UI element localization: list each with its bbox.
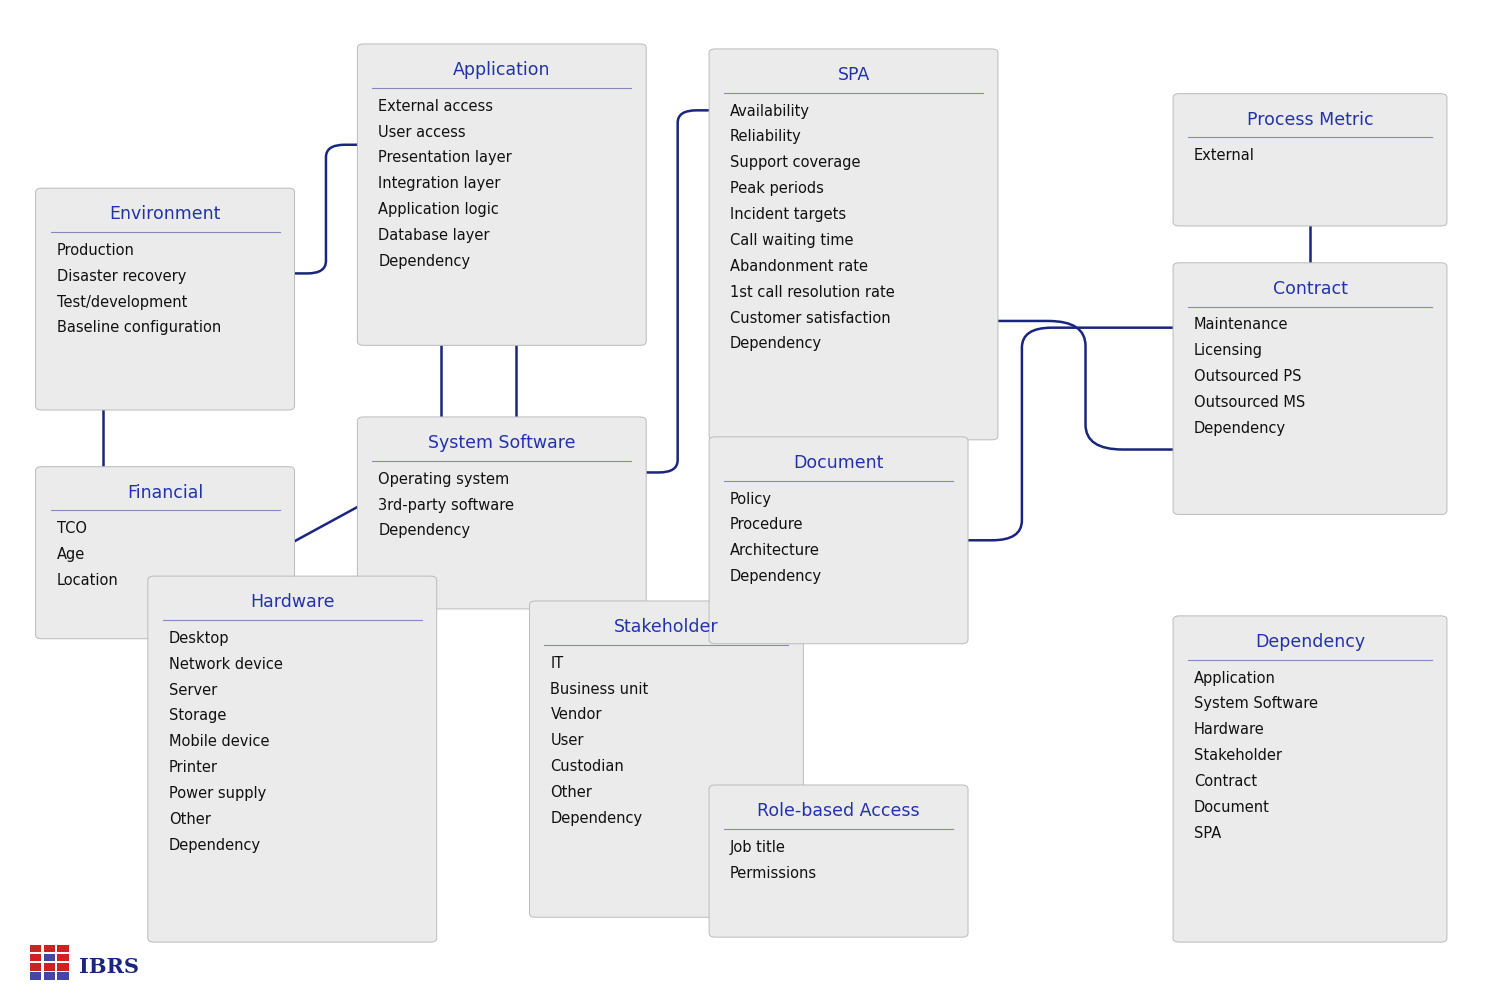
Text: Outsourced PS: Outsourced PS: [1193, 369, 1302, 384]
Text: Document: Document: [793, 453, 883, 471]
FancyBboxPatch shape: [357, 418, 646, 609]
Bar: [30, 963, 41, 971]
Text: IBRS: IBRS: [78, 956, 138, 976]
Text: Desktop: Desktop: [169, 630, 229, 645]
Text: Application logic: Application logic: [378, 202, 500, 216]
Text: Dependency: Dependency: [169, 837, 260, 852]
Text: Contract: Contract: [1273, 280, 1347, 298]
FancyBboxPatch shape: [709, 438, 968, 644]
Text: Printer: Printer: [169, 760, 218, 775]
Text: Application: Application: [453, 61, 551, 79]
Text: Stakeholder: Stakeholder: [614, 617, 719, 635]
Text: Call waiting time: Call waiting time: [730, 232, 853, 247]
Text: Licensing: Licensing: [1193, 343, 1263, 358]
FancyBboxPatch shape: [357, 45, 646, 346]
Bar: [44, 945, 54, 952]
Bar: [57, 973, 69, 980]
Text: Mobile device: Mobile device: [169, 733, 269, 748]
Text: Operating system: Operating system: [378, 471, 510, 486]
Text: Server: Server: [169, 681, 217, 696]
Text: SPA: SPA: [1193, 825, 1221, 840]
Text: Permissions: Permissions: [730, 865, 817, 880]
Text: Dependency: Dependency: [730, 568, 822, 583]
Text: Power supply: Power supply: [169, 786, 266, 801]
Bar: [30, 973, 41, 980]
Text: IT: IT: [551, 655, 564, 670]
Bar: [44, 973, 54, 980]
Text: Hardware: Hardware: [250, 592, 334, 610]
Text: Dependency: Dependency: [730, 336, 822, 351]
Text: Support coverage: Support coverage: [730, 155, 861, 170]
Text: Abandonment rate: Abandonment rate: [730, 259, 868, 274]
Text: Contract: Contract: [1193, 774, 1257, 789]
Text: Hardware: Hardware: [1193, 721, 1264, 736]
Text: Database layer: Database layer: [378, 227, 489, 242]
Text: Dependency: Dependency: [1255, 632, 1365, 650]
Text: Outsourced MS: Outsourced MS: [1193, 395, 1305, 410]
Text: Stakeholder: Stakeholder: [1193, 747, 1282, 763]
FancyBboxPatch shape: [709, 786, 968, 937]
Text: Peak periods: Peak periods: [730, 181, 823, 196]
Bar: [44, 963, 54, 971]
Text: Baseline configuration: Baseline configuration: [57, 321, 221, 335]
Text: Role-based Access: Role-based Access: [757, 801, 920, 819]
Text: SPA: SPA: [837, 66, 870, 84]
Text: Dependency: Dependency: [378, 523, 471, 538]
Text: Age: Age: [57, 547, 84, 562]
FancyBboxPatch shape: [36, 189, 295, 411]
Text: Other: Other: [169, 811, 211, 826]
Text: Storage: Storage: [169, 707, 226, 722]
Bar: [57, 945, 69, 952]
FancyBboxPatch shape: [530, 601, 804, 918]
Text: User: User: [551, 732, 584, 747]
Text: Business unit: Business unit: [551, 680, 649, 695]
Text: External access: External access: [378, 98, 494, 113]
Text: Test/development: Test/development: [57, 295, 187, 310]
Text: Process Metric: Process Metric: [1246, 110, 1374, 128]
Bar: [30, 954, 41, 962]
Text: Reliability: Reliability: [730, 129, 802, 144]
FancyBboxPatch shape: [1172, 94, 1446, 226]
Text: Dependency: Dependency: [1193, 421, 1287, 436]
Text: Architecture: Architecture: [730, 543, 820, 558]
Text: TCO: TCO: [57, 521, 87, 536]
Text: Document: Document: [1193, 800, 1270, 814]
Text: System Software: System Software: [427, 434, 575, 452]
Text: Environment: Environment: [110, 204, 221, 222]
Text: Integration layer: Integration layer: [378, 176, 501, 191]
FancyBboxPatch shape: [36, 467, 295, 639]
Text: Custodian: Custodian: [551, 759, 625, 774]
Bar: [57, 954, 69, 962]
Text: Policy: Policy: [730, 491, 772, 506]
Text: Location: Location: [57, 572, 119, 587]
Text: Incident targets: Incident targets: [730, 206, 846, 221]
FancyBboxPatch shape: [147, 576, 436, 942]
Text: Application: Application: [1193, 670, 1276, 685]
Text: Customer satisfaction: Customer satisfaction: [730, 311, 891, 326]
Text: Production: Production: [57, 242, 134, 258]
Text: Other: Other: [551, 785, 593, 800]
Text: Disaster recovery: Disaster recovery: [57, 269, 187, 284]
FancyBboxPatch shape: [709, 50, 998, 441]
Text: Maintenance: Maintenance: [1193, 318, 1288, 332]
Text: Procedure: Procedure: [730, 517, 804, 532]
Bar: [57, 963, 69, 971]
Text: 3rd-party software: 3rd-party software: [378, 497, 515, 512]
Text: Presentation layer: Presentation layer: [378, 150, 512, 165]
Text: System Software: System Software: [1193, 695, 1318, 710]
Text: Financial: Financial: [126, 483, 203, 501]
Bar: [44, 954, 54, 962]
Text: Vendor: Vendor: [551, 706, 602, 721]
Text: Availability: Availability: [730, 103, 810, 118]
Bar: [30, 945, 41, 952]
Text: Network device: Network device: [169, 656, 283, 671]
Text: User access: User access: [378, 124, 467, 139]
FancyBboxPatch shape: [1172, 264, 1446, 515]
Text: 1st call resolution rate: 1st call resolution rate: [730, 285, 895, 300]
Text: Dependency: Dependency: [378, 254, 471, 269]
Text: External: External: [1193, 148, 1255, 163]
FancyBboxPatch shape: [1172, 616, 1446, 942]
Text: Job title: Job title: [730, 839, 786, 854]
Text: Dependency: Dependency: [551, 810, 643, 825]
